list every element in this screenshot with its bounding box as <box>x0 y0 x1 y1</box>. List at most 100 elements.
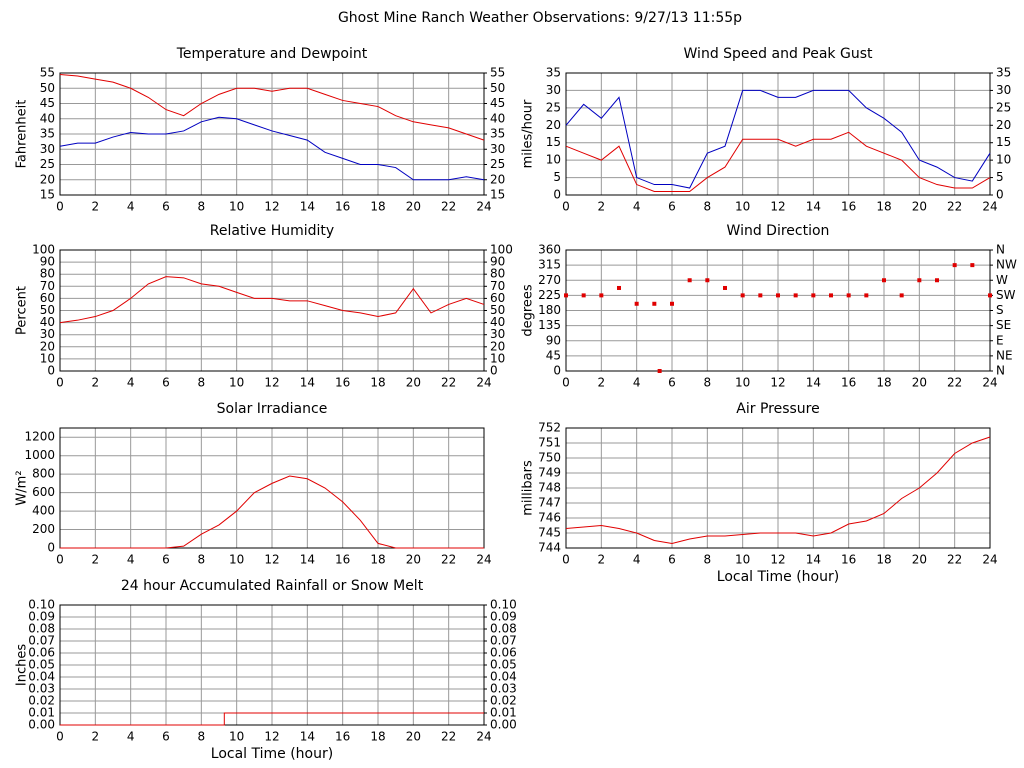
x-tick-label: 8 <box>704 200 712 214</box>
y-axis-label: Percent <box>15 286 30 335</box>
series-line <box>59 74 485 141</box>
plot-frame <box>59 427 485 549</box>
point <box>864 293 869 298</box>
x-tick-label: 20 <box>406 730 421 744</box>
point <box>776 293 780 298</box>
y-tick-label: 0.05 <box>28 658 55 672</box>
x-tick-label: 24 <box>982 376 997 390</box>
y-tick-label: 0.03 <box>28 682 55 696</box>
x-tick-label: 16 <box>841 200 856 214</box>
x-tick-label: 0 <box>56 376 64 390</box>
y-tick-label: 0.02 <box>28 694 55 708</box>
y2-tick-label: 50 <box>490 303 505 317</box>
y-tick-label: 0.09 <box>28 610 55 624</box>
y2-tick-label: 0.06 <box>490 646 517 660</box>
x-tick-label: 20 <box>912 200 927 214</box>
point <box>705 278 710 283</box>
y2-tick-label: 0 <box>490 364 498 378</box>
x-axis-label: Local Time (hour) <box>717 569 839 585</box>
y2-tick-label: 55 <box>490 66 505 80</box>
y2-tick-label: 40 <box>490 315 505 329</box>
y-tick-label: 0.08 <box>28 622 55 636</box>
series-line <box>59 116 485 181</box>
y-axis-label: miles/hour <box>521 99 536 168</box>
y2-tick-label: 15 <box>490 188 505 202</box>
x-tick-label: 18 <box>370 553 385 567</box>
y2-tick-label: 35 <box>490 127 505 141</box>
x-tick-label: 0 <box>56 553 64 567</box>
y2-tick-label: NW <box>996 258 1017 272</box>
x-tick-label: 24 <box>982 200 997 214</box>
x-tick-label: 2 <box>92 200 100 214</box>
y-tick-label: 1000 <box>24 448 55 462</box>
x-tick-label: 4 <box>127 730 135 744</box>
y-tick-label: 25 <box>546 100 561 114</box>
y2-tick-label: 0.09 <box>490 610 517 624</box>
x-tick-label: 22 <box>441 553 456 567</box>
x-tick-label: 20 <box>912 553 927 567</box>
y-tick-label: 30 <box>40 142 55 156</box>
point <box>917 278 922 283</box>
y2-tick-label: 30 <box>996 83 1011 97</box>
y-tick-label: 200 <box>32 522 55 536</box>
point <box>617 285 621 290</box>
y-tick-label: 80 <box>40 267 55 281</box>
y-tick-label: 15 <box>546 135 561 149</box>
x-tick-label: 22 <box>947 200 962 214</box>
x-tick-label: 16 <box>335 200 350 214</box>
x-tick-label: 14 <box>806 553 821 567</box>
x-tick-label: 12 <box>770 553 785 567</box>
point <box>970 263 975 268</box>
y-tick-label: 747 <box>538 496 561 510</box>
y-tick-label: 50 <box>40 81 55 95</box>
y-tick-label: 45 <box>40 96 55 110</box>
x-tick-label: 18 <box>876 553 891 567</box>
y2-tick-label: W <box>996 273 1008 287</box>
y2-tick-label: 0 <box>996 188 1004 202</box>
x-tick-label: 6 <box>668 553 676 567</box>
x-tick-label: 16 <box>335 730 350 744</box>
x-tick-label: 12 <box>264 200 279 214</box>
x-tick-label: 10 <box>735 376 750 390</box>
y-tick-label: 20 <box>40 339 55 353</box>
x-tick-label: 8 <box>198 730 206 744</box>
x-tick-label: 14 <box>300 730 315 744</box>
point <box>687 278 692 283</box>
chart-title: Temperature and Dewpoint <box>176 46 368 62</box>
point <box>829 293 833 298</box>
plot-frame <box>565 249 991 372</box>
x-tick-label: 8 <box>704 553 712 567</box>
x-tick-label: 16 <box>841 553 856 567</box>
y-tick-label: 90 <box>546 333 561 347</box>
point <box>882 278 886 283</box>
y-tick-label: 749 <box>538 466 561 480</box>
plot-frame <box>59 604 485 726</box>
y2-tick-label: S <box>996 303 1004 317</box>
y-tick-label: 400 <box>32 504 55 518</box>
point <box>846 293 851 298</box>
plot-frame <box>59 72 485 196</box>
x-tick-label: 2 <box>92 553 100 567</box>
x-tick-label: 4 <box>633 376 641 390</box>
y2-tick-label: 20 <box>996 118 1011 132</box>
x-tick-label: 8 <box>198 200 206 214</box>
y-tick-label: 40 <box>40 111 55 125</box>
y-tick-label: 1200 <box>24 430 55 444</box>
y-tick-label: 25 <box>40 157 55 171</box>
y2-tick-label: 5 <box>996 170 1004 184</box>
x-tick-label: 18 <box>370 200 385 214</box>
x-tick-label: 0 <box>562 200 570 214</box>
x-tick-label: 12 <box>770 200 785 214</box>
x-tick-label: 6 <box>162 553 170 567</box>
y-tick-label: 225 <box>538 288 561 302</box>
x-tick-label: 10 <box>735 553 750 567</box>
x-tick-label: 4 <box>633 200 641 214</box>
y-tick-label: 20 <box>546 118 561 132</box>
y2-tick-label: 10 <box>996 153 1011 167</box>
x-tick-label: 2 <box>92 376 100 390</box>
y-axis-label: Fahrenheit <box>15 100 30 169</box>
point <box>811 293 816 298</box>
y-tick-label: 55 <box>40 66 55 80</box>
y-tick-label: 0 <box>47 541 55 555</box>
y-tick-label: 0 <box>553 188 561 202</box>
